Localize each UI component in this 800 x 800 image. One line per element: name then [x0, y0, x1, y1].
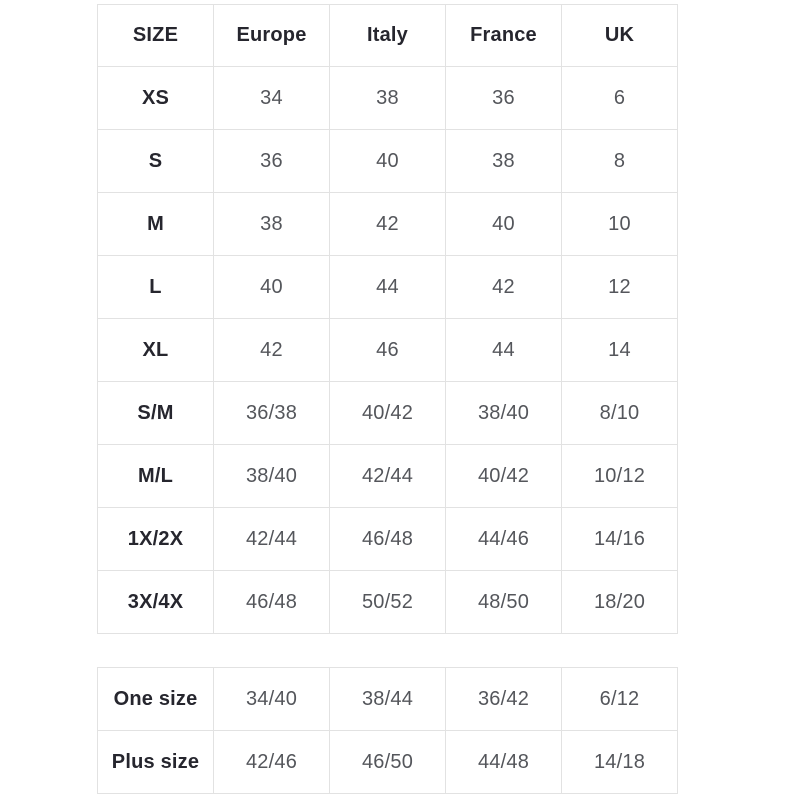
- value-cell: 40/42: [445, 444, 562, 508]
- value-cell: 34: [213, 66, 330, 130]
- table-row: XL 42 46 44 14: [97, 318, 678, 382]
- value-cell: 40: [445, 192, 562, 256]
- value-cell: 44/48: [445, 730, 562, 794]
- value-cell: 14/18: [561, 730, 678, 794]
- value-cell: 42: [213, 318, 330, 382]
- value-cell: 46/48: [213, 570, 330, 634]
- value-cell: 10/12: [561, 444, 678, 508]
- table-row: L 40 44 42 12: [97, 255, 678, 319]
- value-cell: 14/16: [561, 507, 678, 571]
- header-row: SIZE Europe Italy France UK: [97, 4, 678, 67]
- table-row: M/L 38/40 42/44 40/42 10/12: [97, 444, 678, 508]
- column-header-uk: UK: [561, 4, 678, 67]
- size-label-cell: S: [97, 129, 214, 193]
- value-cell: 38/40: [213, 444, 330, 508]
- value-cell: 48/50: [445, 570, 562, 634]
- value-cell: 42/44: [329, 444, 446, 508]
- value-cell: 38: [329, 66, 446, 130]
- size-conversion-table: SIZE Europe Italy France UK XS 34 38 36 6 S 36…: [97, 4, 678, 634]
- value-cell: 42/44: [213, 507, 330, 571]
- column-header-italy: Italy: [329, 4, 446, 67]
- table-row: S 36 40 38 8: [97, 129, 678, 193]
- value-cell: 38: [445, 129, 562, 193]
- value-cell: 42: [445, 255, 562, 319]
- size-rows: XS 34 38 36 6 S 36 40 38 8 M 38 42 40 10 L 40 44 42 12 XL 42 4…: [97, 66, 678, 634]
- value-cell: 6/12: [561, 667, 678, 731]
- table-row: XS 34 38 36 6: [97, 66, 678, 130]
- value-cell: 8: [561, 129, 678, 193]
- size-label-cell: M/L: [97, 444, 214, 508]
- column-header-france: France: [445, 4, 562, 67]
- value-cell: 40/42: [329, 381, 446, 445]
- size-label-cell: 3X/4X: [97, 570, 214, 634]
- value-cell: 36/38: [213, 381, 330, 445]
- value-cell: 44: [329, 255, 446, 319]
- size-label-cell: XL: [97, 318, 214, 382]
- value-cell: 8/10: [561, 381, 678, 445]
- special-sizes-table: One size 34/40 38/44 36/42 6/12 Plus size 42/4…: [97, 667, 678, 794]
- table-row: 3X/4X 46/48 50/52 48/50 18/20: [97, 570, 678, 634]
- value-cell: 34/40: [213, 667, 330, 731]
- table-row: One size 34/40 38/44 36/42 6/12: [97, 667, 678, 731]
- value-cell: 46/50: [329, 730, 446, 794]
- size-label-cell: S/M: [97, 381, 214, 445]
- value-cell: 38: [213, 192, 330, 256]
- value-cell: 10: [561, 192, 678, 256]
- size-label-cell: L: [97, 255, 214, 319]
- size-label-cell: XS: [97, 66, 214, 130]
- value-cell: 42: [329, 192, 446, 256]
- value-cell: 46/48: [329, 507, 446, 571]
- value-cell: 50/52: [329, 570, 446, 634]
- size-label-cell: M: [97, 192, 214, 256]
- value-cell: 38/44: [329, 667, 446, 731]
- size-label-cell: 1X/2X: [97, 507, 214, 571]
- table-row: S/M 36/38 40/42 38/40 8/10: [97, 381, 678, 445]
- special-size-rows: One size 34/40 38/44 36/42 6/12 Plus size 42/4…: [97, 667, 678, 794]
- table-row: M 38 42 40 10: [97, 192, 678, 256]
- size-label-cell: One size: [97, 667, 214, 731]
- table-row: 1X/2X 42/44 46/48 44/46 14/16: [97, 507, 678, 571]
- value-cell: 38/40: [445, 381, 562, 445]
- column-header-size: SIZE: [97, 4, 214, 67]
- value-cell: 40: [213, 255, 330, 319]
- value-cell: 42/46: [213, 730, 330, 794]
- value-cell: 44: [445, 318, 562, 382]
- value-cell: 40: [329, 129, 446, 193]
- value-cell: 6: [561, 66, 678, 130]
- table-header: SIZE Europe Italy France UK: [97, 4, 678, 67]
- value-cell: 14: [561, 318, 678, 382]
- table-row: Plus size 42/46 46/50 44/48 14/18: [97, 730, 678, 794]
- value-cell: 36/42: [445, 667, 562, 731]
- value-cell: 46: [329, 318, 446, 382]
- value-cell: 18/20: [561, 570, 678, 634]
- value-cell: 36: [213, 129, 330, 193]
- value-cell: 44/46: [445, 507, 562, 571]
- value-cell: 12: [561, 255, 678, 319]
- value-cell: 36: [445, 66, 562, 130]
- column-header-europe: Europe: [213, 4, 330, 67]
- size-label-cell: Plus size: [97, 730, 214, 794]
